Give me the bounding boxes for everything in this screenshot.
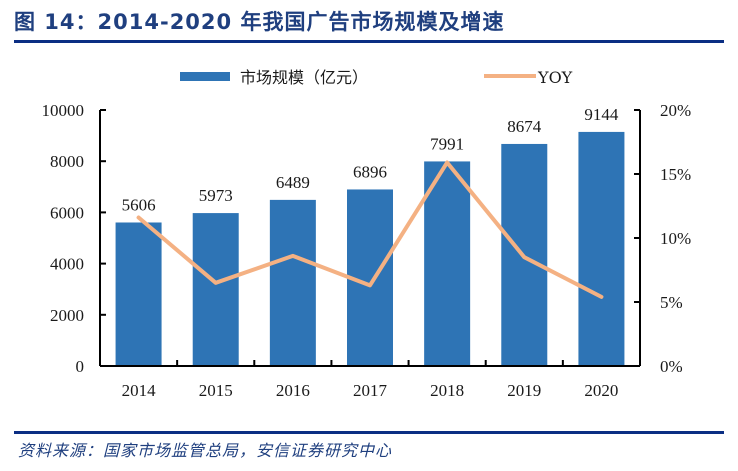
- bar-2014: [115, 222, 162, 366]
- right-tick-label: 20%: [660, 101, 691, 120]
- x-tick-label: 2015: [199, 381, 233, 400]
- figure-title: 图 14：2014-2020 年我国广告市场规模及增速: [14, 10, 505, 34]
- source-rule: [14, 431, 724, 434]
- left-tick-label: 8000: [50, 152, 84, 171]
- title-rule: [14, 40, 724, 43]
- legend-swatch-bar: [180, 72, 230, 81]
- x-tick-label: 2019: [507, 381, 541, 400]
- right-tick-label: 0%: [660, 357, 683, 376]
- bar-2016: [269, 199, 316, 366]
- bar-labels: 5606 5973 6489 6896 7991 8674 9144: [122, 105, 619, 215]
- data-label-2018: 7991: [430, 134, 464, 153]
- left-tick-label: 6000: [50, 203, 84, 222]
- left-tick-label: 2000: [50, 306, 84, 325]
- x-tick-label: 2020: [584, 381, 618, 400]
- x-tick-label: 2017: [353, 381, 388, 400]
- x-tick-label: 2016: [276, 381, 310, 400]
- data-label-2017: 6896: [353, 162, 387, 181]
- legend: 市场规模（亿元） YOY: [180, 68, 573, 87]
- bar-2018: [424, 161, 471, 366]
- right-tick-label: 10%: [660, 229, 691, 248]
- legend-label-bar: 市场规模（亿元）: [240, 68, 368, 87]
- yoy-line-group: [136, 160, 604, 299]
- data-label-2015: 5973: [199, 186, 233, 205]
- data-label-2020: 9144: [584, 105, 619, 124]
- x-tick-label: 2014: [122, 381, 157, 400]
- bar-2015: [192, 213, 239, 366]
- left-tick-label: 4000: [50, 255, 84, 274]
- axes: 0 2000 4000 6000 8000 10000 0% 5% 10% 15% 20% 2014 2…: [42, 101, 692, 400]
- data-label-2019: 8674: [507, 117, 542, 136]
- source-note: 资料来源：国家市场监管总局，安信证券研究中心: [18, 441, 393, 460]
- x-tick-label: 2018: [430, 381, 464, 400]
- legend-label-line: YOY: [537, 68, 573, 87]
- data-label-2014: 5606: [122, 195, 156, 214]
- right-tick-label: 15%: [660, 165, 691, 184]
- left-tick-label: 10000: [42, 101, 85, 120]
- right-tick-label: 5%: [660, 293, 683, 312]
- data-label-2016: 6489: [276, 173, 310, 192]
- bar-2020: [578, 131, 625, 366]
- left-tick-label: 0: [76, 357, 85, 376]
